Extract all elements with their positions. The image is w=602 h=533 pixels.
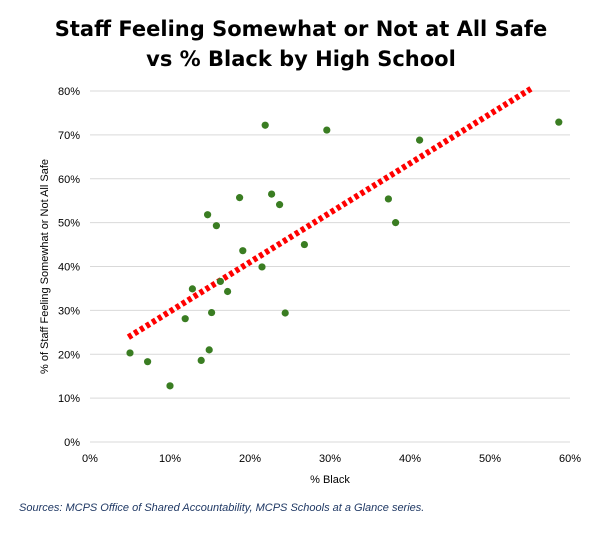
- y-axis-tick-labels: 0% 10% 20% 30% 40% 50% 60% 70% 80%: [58, 86, 80, 449]
- y-tick-label: 0%: [64, 437, 80, 449]
- chart-title-line-2: vs % Black by High School: [146, 47, 456, 71]
- data-point: [208, 308, 216, 317]
- data-point: [555, 118, 563, 126]
- data-point: [323, 126, 331, 134]
- x-tick-label: 20%: [239, 453, 261, 465]
- data-point: [384, 195, 392, 203]
- y-tick-label: 50%: [58, 218, 80, 230]
- data-point: [258, 263, 266, 271]
- data-point: [204, 211, 212, 219]
- x-tick-label: 50%: [479, 453, 501, 465]
- y-tick-label: 20%: [58, 349, 80, 361]
- data-point: [239, 247, 247, 255]
- y-tick-label: 10%: [58, 393, 80, 405]
- data-point: [181, 315, 189, 323]
- data-point: [276, 201, 284, 209]
- x-axis-label: % Black: [310, 474, 350, 486]
- y-tick-label: 60%: [58, 174, 80, 186]
- data-point: [392, 219, 400, 227]
- data-point: [212, 222, 220, 230]
- chart-title: Staff Feeling Somewhat or Not at All Saf…: [0, 14, 602, 74]
- data-point: [144, 358, 152, 366]
- data-point: [197, 356, 205, 364]
- chart-title-line-1: Staff Feeling Somewhat or Not at All Saf…: [54, 17, 548, 41]
- y-tick-label: 40%: [58, 262, 80, 274]
- data-points: [126, 118, 563, 390]
- data-point: [300, 240, 308, 249]
- x-tick-label: 0%: [82, 453, 98, 465]
- y-tick-label: 70%: [58, 130, 80, 142]
- data-point: [205, 346, 213, 354]
- data-point: [216, 277, 224, 286]
- data-point: [188, 285, 196, 293]
- x-tick-label: 30%: [319, 453, 341, 465]
- data-point: [268, 190, 276, 198]
- x-tick-label: 60%: [559, 453, 581, 465]
- gridlines: [90, 90, 570, 399]
- trendline: [126, 85, 534, 340]
- data-point: [236, 194, 244, 202]
- data-point: [224, 287, 232, 296]
- y-axis-label: % of Staff Feeling Somewhat or Not All S…: [39, 159, 51, 374]
- data-point: [166, 382, 174, 390]
- data-point: [416, 136, 424, 144]
- data-point: [261, 121, 269, 129]
- data-point: [126, 349, 134, 357]
- x-axis-tick-labels: 0% 10% 20% 30% 40% 50% 60%: [82, 453, 581, 465]
- x-tick-label: 10%: [159, 453, 181, 465]
- data-point: [281, 309, 289, 317]
- y-tick-label: 80%: [58, 86, 80, 98]
- source-note: Sources: MCPS Office of Shared Accountab…: [19, 502, 425, 514]
- x-tick-label: 40%: [399, 453, 421, 465]
- y-tick-label: 30%: [58, 305, 80, 317]
